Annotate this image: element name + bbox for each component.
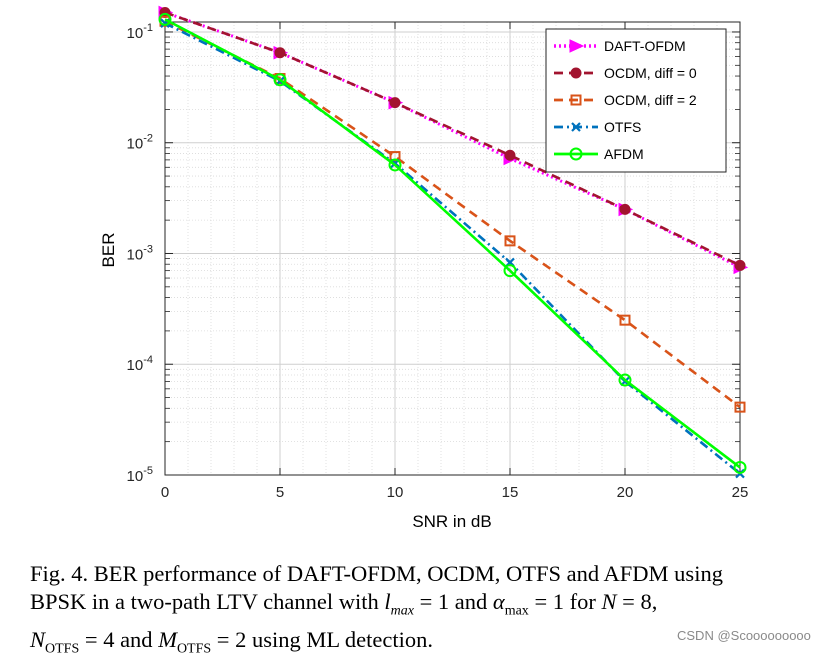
legend: DAFT-OFDM OCDM, diff = 0 OCDM, diff = 2 OTF… (546, 29, 726, 172)
data-point (735, 260, 745, 270)
x-tick-label: 5 (276, 484, 284, 501)
caption-eq-3: = 8, (617, 589, 658, 614)
legend-label: OTFS (604, 119, 641, 135)
legend-label: AFDM (604, 146, 644, 162)
n-symbol: N (602, 589, 617, 614)
watermark: CSDN @Scooooooooo (677, 628, 811, 643)
caption-eq-1: = 1 and (414, 589, 493, 614)
legend-label: DAFT-OFDM (604, 38, 686, 54)
y-tick-label: 10-4 (127, 354, 153, 374)
figure-caption: Fig. 4. BER performance of DAFT-OFDM, OC… (30, 560, 835, 663)
m-otfs-symbol: M (158, 627, 177, 652)
caption-eq-5: = 2 using ML detection. (211, 627, 433, 652)
legend-label: OCDM, diff = 0 (604, 65, 697, 81)
alpha-symbol: α (493, 589, 505, 614)
caption-line-1: Fig. 4. BER performance of DAFT-OFDM, OC… (30, 560, 835, 588)
y-tick-label: 10-2 (127, 133, 153, 153)
caption-eq-4: = 4 and (79, 627, 158, 652)
lmax-subscript: max (391, 604, 414, 619)
y-tick-label: 10-5 (127, 465, 153, 485)
data-point (620, 204, 630, 214)
n-otfs-subscript: OTFS (45, 641, 79, 656)
x-axis-label: SNR in dB (412, 512, 491, 531)
x-tick-label: 0 (161, 484, 169, 501)
y-axis-label: BER (99, 233, 118, 268)
x-tick-label: 15 (502, 484, 519, 501)
x-tick-label: 10 (387, 484, 404, 501)
m-otfs-subscript: OTFS (177, 641, 211, 656)
data-point (275, 48, 285, 58)
data-point (505, 150, 515, 160)
y-tick-label: 10-3 (127, 243, 153, 263)
x-tick-label: 25 (732, 484, 749, 501)
caption-line-2: BPSK in a two-path LTV channel with lmax… (30, 588, 835, 626)
n-otfs-symbol: N (30, 627, 45, 652)
caption-line-2-text: BPSK in a two-path LTV channel with (30, 589, 384, 614)
legend-marker (571, 68, 581, 78)
caption-eq-2: = 1 for (529, 589, 602, 614)
y-tick-label: 10-1 (127, 22, 153, 42)
alpha-subscript: max (505, 604, 529, 619)
ber-chart: 0 5 10 15 20 25 10-1 10-2 10-3 10-4 10-5 DAFT-OFDM… (0, 0, 840, 545)
x-tick-label: 20 (617, 484, 634, 501)
legend-label: OCDM, diff = 2 (604, 92, 697, 108)
data-point (390, 98, 400, 108)
